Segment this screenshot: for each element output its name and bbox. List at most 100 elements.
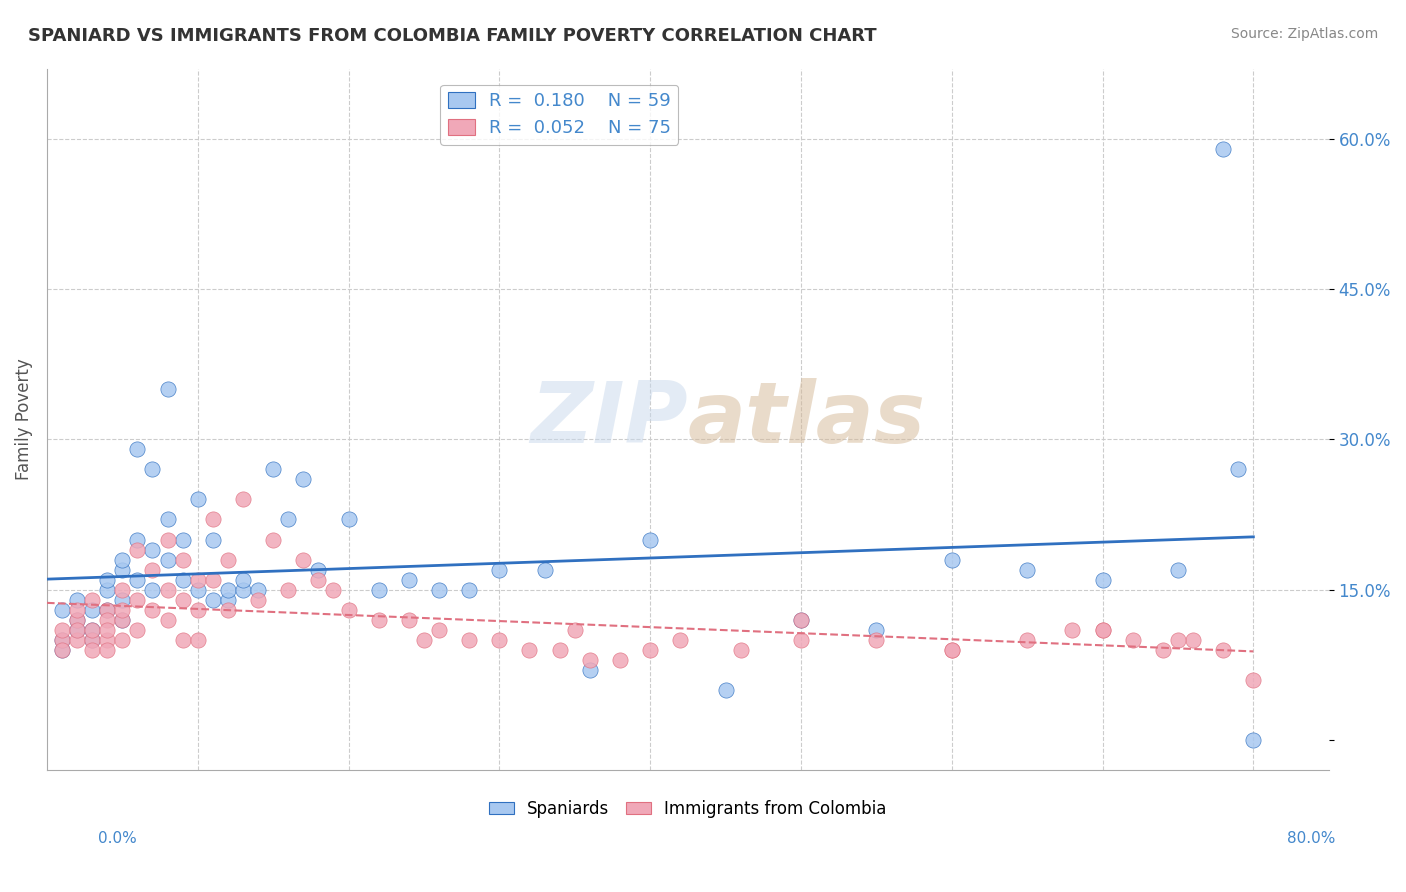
Point <box>1062 623 1084 637</box>
Text: ZIP: ZIP <box>530 377 688 461</box>
Point <box>1212 642 1234 657</box>
Point <box>247 582 270 597</box>
Point <box>96 632 118 647</box>
Point <box>1182 632 1205 647</box>
Point <box>548 642 571 657</box>
Legend: Spaniards, Immigrants from Colombia: Spaniards, Immigrants from Colombia <box>482 794 893 825</box>
Point <box>232 492 254 507</box>
Point <box>66 632 89 647</box>
Point <box>111 632 134 647</box>
Point <box>1152 642 1174 657</box>
Point <box>156 613 179 627</box>
Point <box>865 623 887 637</box>
Point <box>111 613 134 627</box>
Point <box>111 582 134 597</box>
Point <box>1122 632 1144 647</box>
Point <box>96 602 118 616</box>
Point <box>1091 573 1114 587</box>
Point <box>427 582 450 597</box>
Point <box>141 582 163 597</box>
Point <box>172 533 194 547</box>
Point <box>172 632 194 647</box>
Point <box>217 552 239 566</box>
Point <box>533 563 555 577</box>
Point <box>564 623 586 637</box>
Point <box>307 563 329 577</box>
Point <box>156 512 179 526</box>
Point <box>730 642 752 657</box>
Text: atlas: atlas <box>688 377 927 461</box>
Point <box>66 613 89 627</box>
Point <box>96 573 118 587</box>
Point <box>638 533 661 547</box>
Point <box>1227 462 1250 476</box>
Point <box>277 512 299 526</box>
Point <box>578 653 600 667</box>
Point <box>262 462 284 476</box>
Point <box>1167 563 1189 577</box>
Point <box>714 682 737 697</box>
Point <box>82 632 104 647</box>
Point <box>790 632 813 647</box>
Point <box>66 623 89 637</box>
Point <box>488 632 510 647</box>
Point <box>669 632 692 647</box>
Point <box>201 533 224 547</box>
Point <box>398 613 420 627</box>
Point <box>156 382 179 396</box>
Point <box>519 642 541 657</box>
Point <box>172 552 194 566</box>
Point <box>127 592 149 607</box>
Point <box>51 602 73 616</box>
Point <box>322 582 344 597</box>
Point <box>172 592 194 607</box>
Point <box>941 642 963 657</box>
Point <box>187 632 209 647</box>
Point <box>247 592 270 607</box>
Point <box>398 573 420 587</box>
Point <box>66 592 89 607</box>
Point <box>96 613 118 627</box>
Point <box>127 442 149 457</box>
Point <box>488 563 510 577</box>
Point <box>51 642 73 657</box>
Point <box>201 592 224 607</box>
Point <box>82 642 104 657</box>
Point <box>111 602 134 616</box>
Point <box>51 623 73 637</box>
Point <box>458 632 481 647</box>
Point <box>127 573 149 587</box>
Point <box>127 533 149 547</box>
Point <box>232 573 254 587</box>
Point <box>82 602 104 616</box>
Point <box>156 582 179 597</box>
Text: 0.0%: 0.0% <box>98 831 138 846</box>
Point <box>367 582 389 597</box>
Point <box>111 613 134 627</box>
Text: SPANIARD VS IMMIGRANTS FROM COLOMBIA FAMILY POVERTY CORRELATION CHART: SPANIARD VS IMMIGRANTS FROM COLOMBIA FAM… <box>28 27 877 45</box>
Point <box>201 573 224 587</box>
Point <box>82 592 104 607</box>
Point <box>141 563 163 577</box>
Point <box>96 602 118 616</box>
Point <box>187 582 209 597</box>
Point <box>427 623 450 637</box>
Point <box>292 472 315 486</box>
Point <box>201 512 224 526</box>
Point <box>1241 673 1264 687</box>
Point <box>790 613 813 627</box>
Point <box>66 623 89 637</box>
Point <box>96 642 118 657</box>
Point <box>217 592 239 607</box>
Point <box>458 582 481 597</box>
Point <box>277 582 299 597</box>
Point <box>96 582 118 597</box>
Point <box>292 552 315 566</box>
Point <box>51 632 73 647</box>
Point <box>941 642 963 657</box>
Point <box>1167 632 1189 647</box>
Point <box>609 653 631 667</box>
Point <box>156 552 179 566</box>
Point <box>413 632 436 647</box>
Point <box>141 462 163 476</box>
